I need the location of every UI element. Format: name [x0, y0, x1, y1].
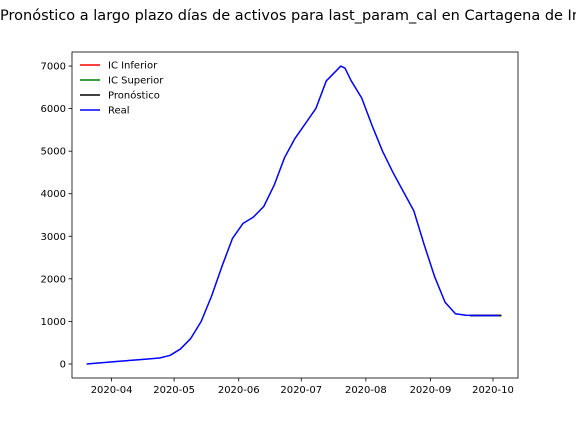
- legend-label-real: Real: [108, 106, 130, 117]
- x-tick-label: 2020-09: [410, 385, 452, 396]
- x-tick-label: 2020-05: [153, 385, 195, 396]
- x-axis: 2020-04 2020-05 2020-06 2020-07 2020-08 2020-…: [91, 378, 514, 396]
- legend-label-pronostico: Pronóstico: [108, 90, 160, 102]
- y-tick-label: 3000: [41, 232, 66, 243]
- x-tick-label: 2020-10: [472, 385, 514, 396]
- x-tick-label: 2020-08: [345, 385, 387, 396]
- y-tick-label: 5000: [41, 147, 66, 158]
- x-tick-label: 2020-04: [91, 385, 133, 396]
- y-tick-label: 2000: [41, 274, 66, 285]
- y-tick-label: 4000: [41, 189, 66, 200]
- x-tick-label: 2020-06: [218, 385, 260, 396]
- x-tick-label: 2020-07: [280, 385, 322, 396]
- y-tick-label: 1000: [41, 317, 66, 328]
- y-axis: 0 1000 2000 3000 4000 5000 6000 7000: [41, 62, 72, 371]
- y-tick-label: 0: [60, 359, 66, 370]
- legend-label-ic-inferior: IC Inferior: [108, 61, 158, 72]
- legend-label-ic-superior: IC Superior: [108, 76, 164, 87]
- y-tick-label: 7000: [41, 62, 66, 73]
- y-tick-label: 6000: [41, 104, 66, 115]
